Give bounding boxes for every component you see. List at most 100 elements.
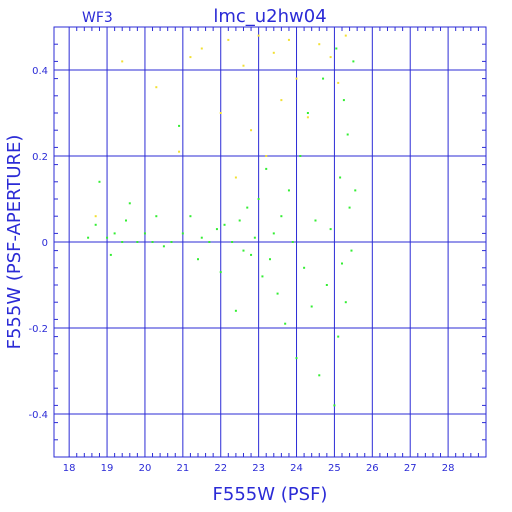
data-point-s0-14 [170, 241, 173, 243]
data-point-s0-44 [306, 112, 309, 114]
data-point-s1-19 [329, 56, 332, 59]
y-axis-label: F555W (PSF-APERTURE) [4, 135, 25, 350]
x-tick-label-25: 25 [328, 463, 341, 474]
x-tick-label-19: 19 [101, 463, 114, 474]
data-point-s1-18 [318, 43, 321, 46]
data-point-s0-12 [155, 215, 158, 218]
y-tick-label-4: 0.4 [32, 66, 48, 77]
data-point-s0-26 [238, 219, 241, 222]
data-point-s1-10 [250, 129, 253, 132]
x-tick-label-23: 23 [252, 463, 265, 474]
x-tick-label-28: 28 [442, 463, 455, 474]
data-point-s1-15 [287, 38, 290, 41]
data-point-s0-46 [314, 219, 317, 222]
data-point-s0-56 [342, 99, 345, 102]
data-point-s0-10 [143, 232, 146, 235]
y-tick-label-1: -0.2 [28, 324, 48, 335]
data-point-s0-11 [151, 241, 154, 243]
data-point-s0-16 [181, 232, 184, 235]
data-point-s0-2 [98, 180, 101, 183]
data-point-s1-5 [200, 47, 203, 50]
data-point-s0-53 [337, 335, 340, 338]
data-point-s1-9 [242, 64, 245, 67]
data-point-s0-19 [200, 236, 203, 239]
y-tick-label-2: 0 [42, 238, 48, 249]
panel-label: WF3 [82, 10, 113, 26]
data-point-s1-2 [155, 86, 158, 89]
x-axis-label: F555W (PSF) [213, 484, 328, 505]
data-point-s1-7 [227, 38, 230, 41]
data-point-s0-33 [265, 167, 268, 170]
data-point-s0-30 [253, 236, 256, 239]
data-point-s0-60 [350, 249, 353, 252]
data-point-s1-12 [265, 155, 268, 157]
data-point-s0-43 [303, 266, 306, 269]
x-tick-label-24: 24 [290, 463, 303, 474]
data-point-s1-17 [306, 116, 309, 119]
data-point-s0-35 [272, 232, 275, 235]
data-point-s0-32 [261, 275, 264, 278]
data-point-s0-39 [287, 189, 290, 192]
data-point-s1-0 [94, 215, 97, 218]
data-point-s0-6 [121, 241, 124, 243]
data-point-s1-14 [280, 99, 283, 102]
data-point-s0-34 [269, 258, 271, 261]
data-point-s0-17 [189, 215, 192, 218]
x-tick-label-22: 22 [214, 463, 227, 474]
data-point-s0-38 [284, 322, 287, 325]
data-point-s0-23 [223, 223, 226, 226]
data-point-s0-4 [109, 253, 112, 256]
data-point-s0-49 [325, 284, 328, 286]
data-point-s0-1 [94, 223, 97, 226]
data-point-s0-18 [197, 258, 199, 261]
y-tick-label-3: 0.2 [32, 152, 48, 163]
y-tick-label-0: -0.4 [28, 410, 48, 421]
data-point-s0-37 [280, 215, 283, 218]
data-point-s0-20 [208, 241, 211, 243]
chart-title: lmc_u2hw04 [213, 6, 326, 27]
data-point-s0-27 [242, 249, 245, 252]
data-point-s0-41 [295, 357, 298, 360]
data-point-s0-47 [318, 374, 321, 377]
data-point-s1-8 [234, 176, 237, 179]
data-point-s0-54 [339, 176, 342, 179]
plot-frame [53, 26, 487, 458]
data-point-s0-24 [231, 241, 234, 243]
data-point-s0-40 [291, 241, 294, 243]
grid-lines [54, 26, 486, 458]
data-point-s0-13 [162, 245, 165, 248]
data-point-s1-20 [337, 81, 340, 84]
x-tick-label-21: 21 [176, 463, 189, 474]
data-point-s1-21 [344, 34, 347, 37]
data-point-s1-16 [295, 77, 298, 80]
data-point-s0-57 [344, 301, 347, 304]
data-point-s0-52 [335, 47, 338, 50]
data-point-s0-31 [257, 198, 260, 200]
data-point-s1-1 [121, 60, 124, 63]
data-point-s0-8 [128, 202, 131, 205]
x-tick-labels: 18 19 20 21 22 23 24 25 26 27 28 [63, 463, 455, 474]
data-point-s0-51 [333, 404, 336, 407]
data-point-s1-4 [189, 56, 192, 59]
data-point-s0-45 [310, 305, 313, 308]
data-point-s0-55 [341, 262, 343, 265]
data-point-s0-59 [348, 206, 351, 209]
x-tick-label-18: 18 [63, 463, 76, 474]
x-tick-label-26: 26 [366, 463, 379, 474]
data-point-s0-62 [354, 189, 357, 192]
data-point-s0-29 [250, 253, 253, 256]
data-point-s0-50 [329, 228, 332, 231]
data-point-s0-15 [178, 124, 181, 127]
data-point-s1-13 [272, 51, 275, 54]
data-point-s0-48 [322, 77, 325, 80]
data-point-s0-36 [276, 292, 279, 295]
data-point-s0-22 [219, 271, 222, 274]
y-tick-labels: -0.4 -0.2 0 0.2 0.4 [28, 66, 48, 421]
data-point-s0-7 [125, 219, 127, 222]
data-points [87, 34, 357, 407]
data-point-s0-0 [87, 236, 90, 239]
data-point-s0-3 [106, 236, 109, 239]
data-point-s1-6 [219, 112, 222, 114]
x-tick-label-27: 27 [404, 463, 417, 474]
